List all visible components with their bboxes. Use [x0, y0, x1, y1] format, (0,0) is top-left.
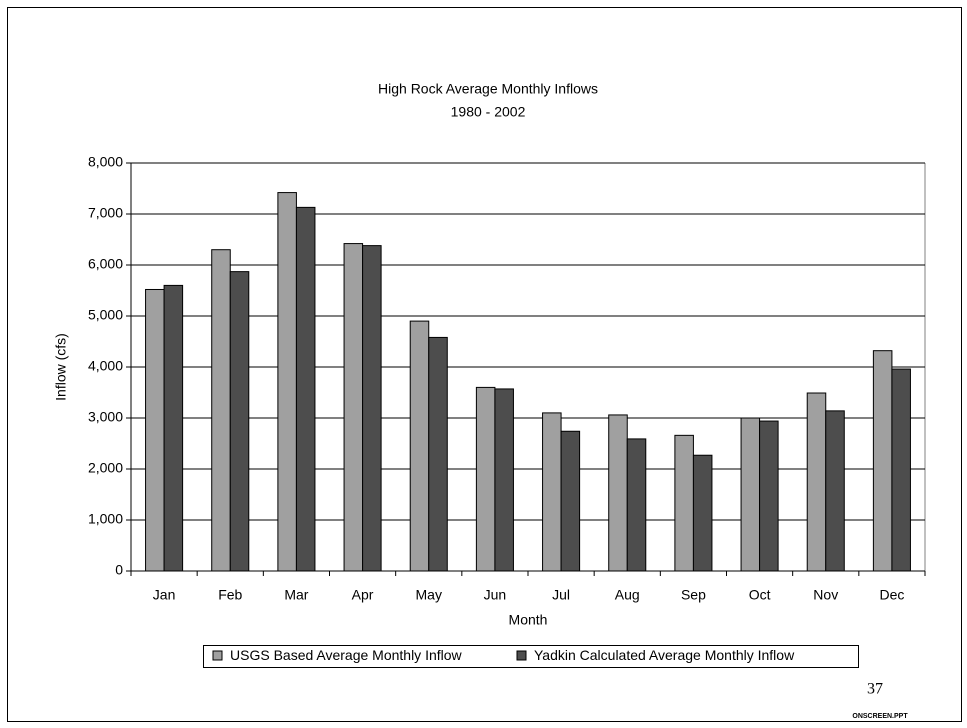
x-tick-label: Nov	[813, 587, 838, 603]
bar	[759, 420, 779, 572]
bar	[211, 249, 231, 572]
y-tick-label: 5,000	[88, 307, 123, 323]
chart-title: High Rock Average Monthly Inflows	[378, 81, 598, 97]
bar	[163, 284, 184, 572]
y-axis-label: Inflow (cfs)	[53, 333, 69, 401]
bar	[560, 430, 581, 572]
legend-label: Yadkin Calculated Average Monthly Inflow	[534, 647, 795, 663]
bar	[740, 417, 761, 572]
bar	[825, 410, 845, 572]
bar	[229, 271, 250, 572]
bar	[626, 438, 647, 572]
y-tick-label: 3,000	[88, 409, 123, 425]
y-tick-label: 1,000	[88, 511, 123, 527]
bar	[494, 388, 514, 572]
bar	[692, 454, 713, 572]
legend-label: USGS Based Average Monthly Inflow	[230, 647, 463, 663]
legend-swatch	[212, 650, 223, 661]
x-tick-label: Jul	[552, 587, 570, 603]
bar	[542, 412, 562, 572]
x-axis-label: Month	[509, 612, 548, 628]
bar	[608, 414, 628, 572]
x-tick-label: May	[416, 587, 442, 603]
bar	[891, 368, 911, 572]
bar	[362, 245, 382, 572]
bar	[409, 320, 430, 572]
y-tick-label: 0	[115, 562, 123, 578]
y-tick-label: 2,000	[88, 460, 123, 476]
x-tick-label: Mar	[284, 587, 308, 603]
footer: ONSCREEN.PPT	[852, 713, 908, 720]
x-tick-label: Jun	[484, 587, 507, 603]
bar	[872, 350, 893, 572]
x-tick-label: Apr	[352, 587, 374, 603]
y-tick-label: 7,000	[88, 205, 123, 221]
y-tick-label: 4,000	[88, 358, 123, 374]
bar	[343, 243, 364, 572]
x-tick-label: Jan	[153, 587, 176, 603]
page-number: 37	[867, 681, 883, 698]
bar	[295, 206, 316, 572]
y-tick-label: 6,000	[88, 256, 123, 272]
bar	[428, 336, 448, 572]
x-tick-label: Oct	[749, 587, 771, 603]
x-tick-label: Dec	[879, 587, 904, 603]
bar	[475, 386, 496, 572]
x-tick-label: Aug	[615, 587, 640, 603]
bar	[806, 392, 827, 572]
bar	[277, 192, 297, 572]
bar	[145, 288, 165, 572]
x-tick-label: Feb	[218, 587, 242, 603]
legend-swatch	[516, 650, 527, 661]
x-tick-label: Sep	[681, 587, 706, 603]
chart-subtitle: 1980 - 2002	[451, 104, 526, 120]
bar	[674, 434, 694, 572]
legend-box	[203, 645, 859, 668]
y-tick-label: 8,000	[88, 154, 123, 170]
